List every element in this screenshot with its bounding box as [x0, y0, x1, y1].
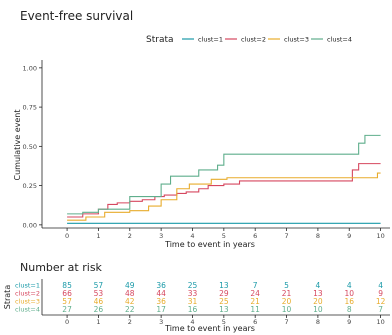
risk-cell: 85 [62, 281, 72, 290]
risk-cell: 49 [125, 281, 135, 290]
risk-x-tick-label: 10 [376, 318, 384, 326]
risk-x-tick-label: 7 [284, 318, 288, 326]
legend: clust=1 clust=2 clust=3 clust=4 [182, 36, 352, 44]
risk-row-label: clust=1 [15, 282, 40, 290]
risk-cell: 33 [188, 289, 198, 298]
risk-x-tick-label: 1 [96, 318, 100, 326]
risk-cell: 53 [94, 289, 104, 298]
legend-label: clust=4 [327, 36, 352, 44]
risk-cell: 24 [250, 289, 260, 298]
risk-cell: 13 [313, 289, 323, 298]
risk-cell: 36 [156, 281, 166, 290]
risk-cell: 27 [62, 305, 72, 314]
risk-row-label: clust=2 [15, 290, 40, 298]
risk-cell: 21 [250, 297, 260, 306]
risk-cell: 10 [282, 305, 292, 314]
x-tick-label: 5 [222, 232, 226, 240]
x-tick-label: 1 [96, 232, 100, 240]
y-axis-label: Cumulative event [13, 110, 22, 181]
risk-x-tick-label: 3 [159, 318, 163, 326]
risk-cell: 9 [378, 289, 383, 298]
risk-cell: 4 [378, 281, 383, 290]
risk-x-tick-label: 5 [222, 318, 226, 326]
series-line-clust-3 [67, 172, 381, 221]
risk-table-title: Number at risk [20, 261, 103, 274]
risk-cell: 42 [125, 297, 135, 306]
risk-cell: 20 [282, 297, 292, 306]
x-tick-label: 6 [253, 232, 257, 240]
risk-table-y-label: Strata [3, 285, 12, 310]
risk-cell: 16 [188, 305, 198, 314]
x-tick-label: 0 [65, 232, 69, 240]
risk-cell: 4 [347, 281, 352, 290]
risk-cell: 46 [94, 297, 104, 306]
risk-x-tick-label: 0 [65, 318, 69, 326]
x-tick-label: 9 [347, 232, 351, 240]
risk-cell: 57 [62, 297, 72, 306]
risk-x-tick-label: 9 [347, 318, 351, 326]
y-tick-label: 0.50 [23, 143, 37, 151]
x-tick-label: 2 [128, 232, 132, 240]
risk-cell: 11 [250, 305, 260, 314]
risk-cell: 25 [219, 297, 229, 306]
risk-cell: 4 [316, 281, 321, 290]
legend-label: clust=3 [284, 36, 309, 44]
risk-cell: 48 [125, 289, 135, 298]
x-tick-label: 4 [190, 232, 194, 240]
risk-cell: 20 [313, 297, 323, 306]
risk-cell: 7 [378, 305, 383, 314]
risk-cell: 13 [219, 281, 229, 290]
y-tick-label: 0.25 [23, 182, 37, 190]
risk-cell: 66 [62, 289, 72, 298]
risk-cell: 16 [344, 297, 354, 306]
x-tick-label: 8 [316, 232, 320, 240]
y-tick-label: 0.75 [23, 104, 37, 112]
risk-cell: 26 [94, 305, 104, 314]
y-ticks: 0.00 0.25 0.50 0.75 1.00 [23, 64, 42, 229]
risk-cell: 22 [125, 305, 135, 314]
series-line-clust-4 [67, 134, 381, 215]
risk-x-tick-label: 6 [253, 318, 257, 326]
risk-cell: 13 [219, 305, 229, 314]
risk-x-tick-label: 4 [190, 318, 194, 326]
plot-area [67, 134, 381, 224]
x-tick-label: 3 [159, 232, 163, 240]
risk-cell: 29 [219, 289, 229, 298]
x-axis-label: Time to event in years [164, 240, 255, 249]
legend-label: clust=2 [241, 36, 266, 44]
chart-title: Event-free survival [20, 9, 133, 23]
risk-cell: 17 [156, 305, 166, 314]
risk-cell: 31 [188, 297, 198, 306]
y-tick-label: 0.00 [23, 221, 37, 229]
risk-cell: 36 [156, 297, 166, 306]
x-tick-label: 7 [284, 232, 288, 240]
legend-title: Strata [146, 35, 174, 45]
risk-cell: 12 [376, 297, 386, 306]
series-line-clust-2 [67, 163, 381, 218]
risk-cell: 21 [282, 289, 292, 298]
risk-row-label: clust=3 [15, 298, 40, 306]
risk-cell: 57 [94, 281, 104, 290]
risk-cell: 7 [253, 281, 258, 290]
risk-cell: 10 [344, 289, 354, 298]
risk-cell: 10 [313, 305, 323, 314]
risk-x-tick-label: 2 [128, 318, 132, 326]
risk-cell: 25 [188, 281, 198, 290]
legend-label: clust=1 [198, 36, 223, 44]
x-ticks: 0 1 2 3 4 5 6 7 8 9 10 [65, 228, 385, 240]
risk-row-label: clust=4 [15, 306, 40, 314]
risk-cell: 8 [347, 305, 352, 314]
y-tick-label: 1.00 [23, 64, 37, 72]
x-tick-label: 10 [376, 232, 384, 240]
risk-cell: 44 [156, 289, 166, 298]
risk-table-x-label: Time to event in years [164, 324, 255, 333]
risk-cell: 5 [284, 281, 289, 290]
risk-x-tick-label: 8 [316, 318, 320, 326]
